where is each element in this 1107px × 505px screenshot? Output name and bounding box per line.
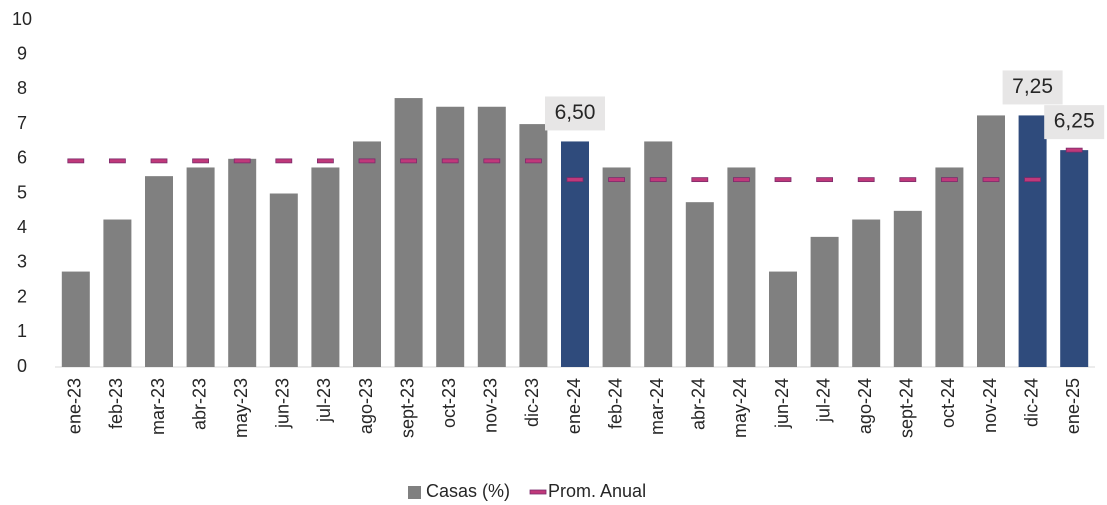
bar [727, 167, 756, 367]
marker [816, 177, 833, 183]
marker [566, 177, 584, 183]
bar [145, 176, 173, 367]
x-tick-label: jun-23 [273, 378, 293, 429]
x-tick-label: ago-23 [356, 378, 376, 434]
bar [186, 167, 215, 367]
marker [150, 158, 168, 164]
bar [685, 202, 714, 367]
data-label-box [1002, 70, 1063, 105]
marker [400, 158, 418, 164]
marker [774, 177, 792, 183]
x-tick-label: feb-23 [106, 378, 126, 429]
marker [483, 158, 501, 164]
y-tick-label: 3 [17, 252, 27, 272]
legend-swatch [408, 486, 421, 499]
x-tick-label: may-23 [231, 378, 251, 438]
bar [269, 193, 298, 367]
bar [644, 141, 673, 367]
x-tick-label: dic-23 [522, 378, 542, 427]
x-tick-label: oct-24 [938, 378, 958, 428]
marker [608, 177, 625, 183]
x-tick-label: ene-24 [564, 378, 584, 434]
bar [61, 271, 90, 367]
bar [477, 106, 506, 367]
bar [436, 106, 465, 367]
marker [941, 177, 958, 183]
bar [977, 115, 1005, 367]
marker [899, 177, 917, 183]
marker [691, 177, 709, 183]
y-tick-label: 6 [17, 148, 27, 168]
bar [103, 219, 132, 367]
marker [67, 158, 85, 164]
x-tick-label: may-24 [730, 378, 750, 438]
marker [1065, 147, 1083, 153]
marker [316, 158, 334, 164]
bar [769, 271, 797, 367]
x-tick-label: feb-24 [605, 378, 625, 429]
x-tick-label: ago-24 [855, 378, 875, 434]
legend-label: Prom. Anual [548, 481, 646, 501]
x-tick-label: abr-23 [189, 378, 209, 430]
x-tick-label: ene-25 [1063, 378, 1083, 434]
marker [233, 158, 251, 164]
marker [525, 158, 542, 164]
bar [602, 167, 631, 367]
bar [561, 141, 589, 367]
marker [982, 177, 1000, 183]
marker [192, 158, 210, 164]
x-tick-label: jun-24 [772, 378, 792, 429]
bar [353, 141, 381, 367]
bar [394, 98, 423, 367]
marker [358, 158, 376, 164]
bar [810, 236, 839, 367]
x-tick-label: ene-23 [65, 378, 85, 434]
data-label: 6,25 [1054, 110, 1095, 133]
marker [275, 158, 293, 164]
y-tick-label: 9 [17, 43, 27, 63]
marker [441, 158, 459, 164]
bar [228, 158, 257, 367]
marker [857, 177, 875, 183]
y-tick-label: 5 [17, 182, 27, 202]
bar [1060, 150, 1089, 367]
x-tick-label: mar-23 [148, 378, 168, 435]
bar [1018, 115, 1047, 367]
y-tick-label: 2 [17, 286, 27, 306]
x-tick-label: oct-23 [439, 378, 459, 428]
x-tick-label: sept-23 [397, 378, 417, 438]
y-tick-label: 7 [17, 113, 27, 133]
y-tick-label: 1 [17, 321, 27, 341]
bar [519, 124, 548, 367]
y-tick-label: 4 [17, 217, 27, 237]
y-tick-label: 8 [17, 78, 27, 98]
bar [311, 167, 340, 367]
x-tick-label: nov-23 [481, 378, 501, 433]
legend-label: Casas (%) [426, 481, 510, 501]
x-tick-label: nov-24 [980, 378, 1000, 433]
legend-swatch [529, 489, 547, 495]
bar [893, 210, 922, 367]
x-tick-label: sept-24 [897, 378, 917, 438]
x-tick-label: abr-24 [689, 378, 709, 430]
x-tick-label: dic-24 [1021, 378, 1041, 427]
x-tick-label: jul-23 [314, 378, 334, 423]
x-tick-label: mar-24 [647, 378, 667, 435]
marker [733, 177, 750, 183]
marker [1024, 177, 1041, 183]
data-label-box [1044, 105, 1105, 140]
bar [935, 167, 964, 367]
x-tick-label: jul-24 [813, 378, 833, 423]
marker [109, 158, 126, 164]
bar [852, 219, 881, 367]
marker [649, 177, 667, 183]
y-tick-label: 10 [12, 9, 32, 29]
data-label: 7,25 [1012, 75, 1053, 98]
data-label-box [545, 96, 605, 131]
y-tick-label: 0 [17, 356, 27, 376]
data-label: 6,50 [555, 101, 596, 124]
